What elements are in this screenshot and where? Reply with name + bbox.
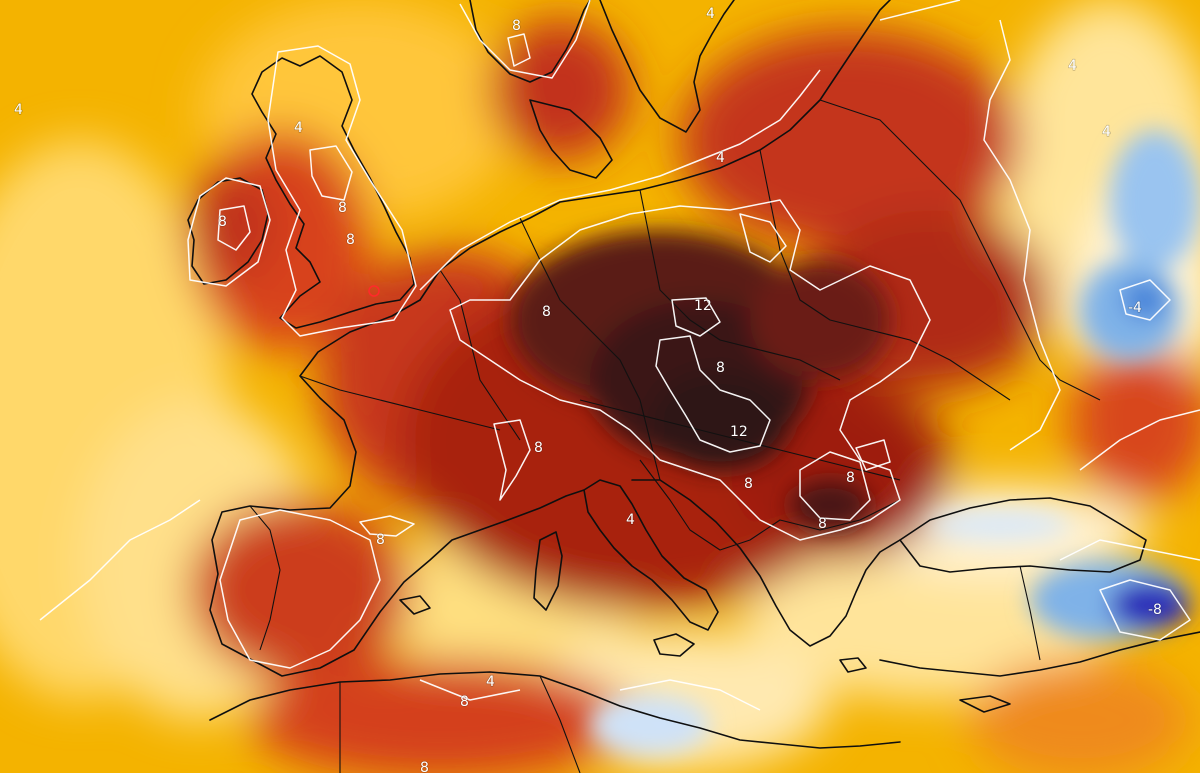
contour-label: 8 — [818, 516, 827, 532]
contour-label: 8 — [846, 470, 855, 486]
contour-label: 4 — [294, 120, 303, 136]
city-marker — [368, 285, 380, 297]
contour-label: 4 — [486, 674, 495, 690]
contour-label: 4 — [706, 6, 715, 22]
contour-label: 8 — [218, 214, 227, 230]
contour-label: 12 — [694, 298, 712, 314]
contour-label: -8 — [1148, 602, 1162, 618]
contour-label: 8 — [376, 532, 385, 548]
contour-label: 8 — [460, 694, 469, 710]
contour-label: 4 — [716, 150, 725, 166]
contour-label: 4 — [1068, 58, 1077, 74]
contour-label: -4 — [1128, 300, 1142, 316]
contour-label: 8 — [744, 476, 753, 492]
country-borders — [249, 99, 1101, 773]
contour-label: 4 — [626, 512, 635, 528]
contour-label: 8 — [346, 232, 355, 248]
contour-label: 8 — [534, 440, 543, 456]
contour-labels: 4 4 4 4 4 4 4 4 8 8 8 8 8 8 8 8 8 8 8 8 … — [13, 5, 1162, 773]
contour-label: 8 — [338, 200, 347, 216]
anomaly-cold-areas — [590, 130, 1200, 755]
contour-label: 12 — [730, 424, 748, 440]
contour-label: 4 — [1102, 124, 1111, 140]
contour-lines — [39, 0, 1200, 711]
contour-label: 8 — [716, 360, 725, 376]
contour-label: 4 — [14, 102, 23, 118]
contour-label: 8 — [420, 760, 429, 773]
contour-label: 8 — [542, 304, 551, 320]
contour-label: 8 — [512, 18, 521, 34]
